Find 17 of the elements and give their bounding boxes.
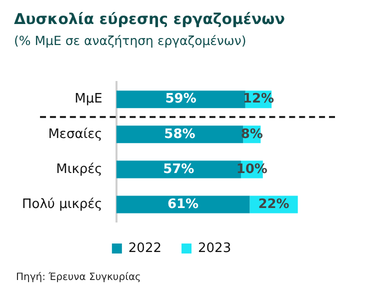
legend-label: 2022 <box>128 240 162 256</box>
chart-subtitle: (% ΜμΕ σε αναζήτηση εργαζομένων) <box>14 33 246 48</box>
y-tick-label: Πολύ μικρές <box>22 196 102 212</box>
chart-title: Δυσκολία εύρεσης εργαζομένων <box>14 10 285 28</box>
bar <box>116 126 244 144</box>
y-tick-label: Μικρές <box>56 162 102 177</box>
y-tick-label: ΜμΕ <box>74 92 102 107</box>
data-label: 22% <box>258 196 290 212</box>
data-label: 57% <box>163 162 194 177</box>
text: Πηγή: Έρευνα Συγκυρίας <box>16 272 141 283</box>
bar <box>116 196 250 214</box>
bar <box>116 90 246 108</box>
y-tick-label: Μεσαίες <box>48 126 102 142</box>
data-label: 61% <box>167 196 199 212</box>
legend-label: 2023 <box>198 240 232 256</box>
data-label: 58% <box>164 126 196 142</box>
data-label: 59% <box>165 92 196 107</box>
